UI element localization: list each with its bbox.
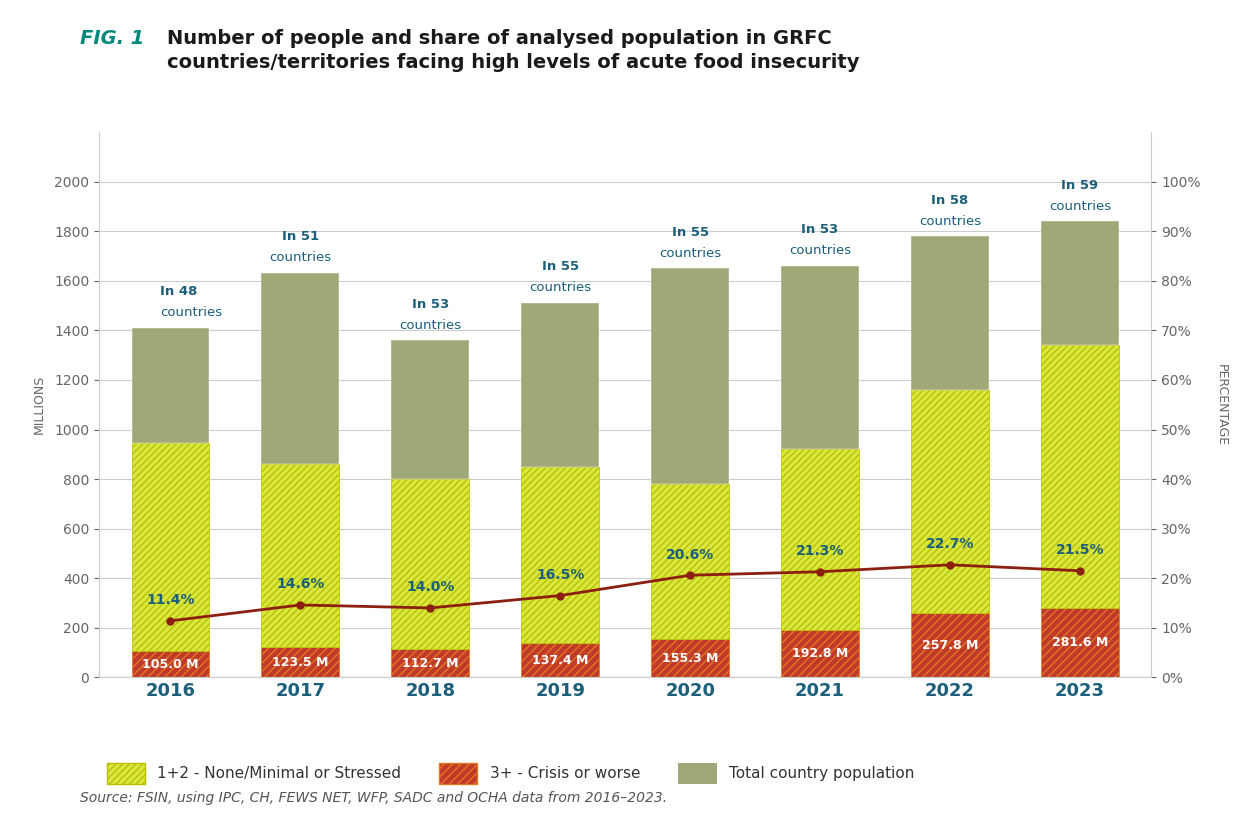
Bar [521,643,599,677]
Text: In 55: In 55 [542,260,579,273]
Text: In 58: In 58 [931,193,968,206]
Text: countries: countries [160,306,223,319]
Bar [1041,221,1119,345]
Text: In 59: In 59 [1061,178,1098,192]
Bar [261,273,339,464]
Bar [1041,608,1119,677]
Text: 21.3%: 21.3% [796,544,844,558]
Bar [781,449,859,629]
Bar [131,328,209,443]
Bar [651,268,729,484]
Text: In 51: In 51 [282,230,319,243]
Text: In 53: In 53 [801,223,838,236]
Text: 281.6 M: 281.6 M [1052,636,1108,649]
Text: 105.0 M: 105.0 M [142,657,199,671]
Text: 16.5%: 16.5% [536,568,584,582]
Y-axis label: MILLIONS: MILLIONS [32,375,46,434]
Text: countries: countries [400,319,462,331]
Text: Source: FSIN, using IPC, CH, FEWS NET, WFP, SADC and OCHA data from 2016–2023.: Source: FSIN, using IPC, CH, FEWS NET, W… [80,791,667,805]
Text: countries: countries [919,215,980,228]
Text: 14.6%: 14.6% [276,577,324,591]
Bar [911,236,989,390]
Y-axis label: PERCENTAGE: PERCENTAGE [1214,363,1227,446]
Text: 20.6%: 20.6% [666,548,714,562]
Text: In 48: In 48 [160,285,198,298]
Text: 137.4 M: 137.4 M [532,654,588,667]
Text: Number of people and share of analysed population in GRFC
countries/territories : Number of people and share of analysed p… [167,29,859,72]
Bar [651,484,729,638]
Text: FIG. 1: FIG. 1 [80,29,145,48]
Legend: 1+2 - None/Minimal or Stressed, 3+ - Crisis or worse, Total country population: 1+2 - None/Minimal or Stressed, 3+ - Cri… [106,762,914,784]
Text: 11.4%: 11.4% [146,593,194,607]
Text: 257.8 M: 257.8 M [922,638,978,652]
Bar [911,614,989,677]
Text: 192.8 M: 192.8 M [792,647,848,660]
Text: countries: countries [789,244,851,258]
Text: countries: countries [529,282,592,295]
Bar [521,303,599,467]
Text: 14.0%: 14.0% [406,581,454,595]
Bar [131,443,209,651]
Bar [781,266,859,449]
Bar [521,467,599,643]
Bar [391,479,469,649]
Text: In 55: In 55 [671,225,708,239]
Bar [261,464,339,647]
Bar [391,649,469,677]
Text: 21.5%: 21.5% [1056,544,1104,557]
Text: 112.7 M: 112.7 M [402,657,458,670]
Text: 123.5 M: 123.5 M [272,656,328,668]
Bar [911,390,989,614]
Bar [261,647,339,677]
Text: In 53: In 53 [412,297,449,311]
Text: 22.7%: 22.7% [926,537,974,551]
Bar [781,629,859,677]
Bar [651,638,729,677]
Bar [391,340,469,479]
Bar [1041,345,1119,608]
Text: countries: countries [659,247,722,259]
Text: countries: countries [1049,200,1110,213]
Bar [131,651,209,677]
Text: countries: countries [270,251,332,264]
Text: 155.3 M: 155.3 M [662,652,718,665]
